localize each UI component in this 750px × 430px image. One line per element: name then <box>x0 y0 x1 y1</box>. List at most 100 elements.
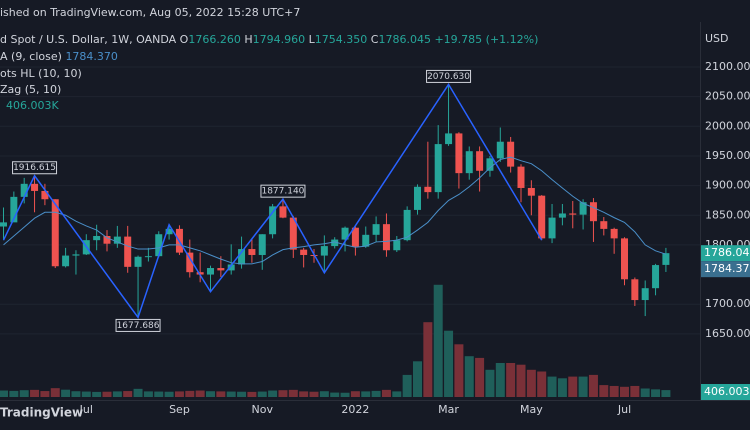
volume-bar <box>123 391 133 397</box>
published: ished on TradingView.com, Aug 05, 2022 1… <box>0 6 300 19</box>
ohlc-value: 1766.260 <box>188 33 241 46</box>
candle-body <box>289 217 297 250</box>
ma-value: 1784.370 <box>65 50 118 63</box>
volume-bar <box>506 363 516 397</box>
candle-body <box>258 234 266 255</box>
change: +19.785 (+1.12%) <box>434 33 538 46</box>
volume-bar <box>71 391 81 397</box>
volume-bar <box>247 391 257 397</box>
candle-body <box>538 195 546 239</box>
candle-body <box>465 151 473 174</box>
volume-bar <box>413 361 422 397</box>
candle-body <box>600 221 608 229</box>
volume-badge <box>701 384 750 400</box>
volume-bar <box>257 391 267 397</box>
volume-bar <box>578 376 588 397</box>
ohlc-value: 1786.045 <box>378 33 431 46</box>
legend-ma: A (9, close) 1784.370 <box>0 50 118 63</box>
candle-body <box>279 206 287 218</box>
candle-body <box>476 151 484 171</box>
ohlc-key: C <box>371 33 379 46</box>
pivot-label: 1916.615 <box>13 163 56 173</box>
volume-bar <box>154 391 164 397</box>
candle-body <box>72 254 80 256</box>
volume-bar <box>423 322 433 397</box>
volume-bar <box>319 391 329 397</box>
legend-volume: 406.003K <box>6 99 59 112</box>
volume-bar <box>495 363 505 397</box>
legend-pivots: ots HL (10, 10) <box>0 67 82 80</box>
volume-bar <box>19 390 29 397</box>
candle-body <box>113 236 121 244</box>
volume-bar <box>557 378 567 397</box>
volume-bar <box>475 357 485 397</box>
y-tick-label: 2100.000 <box>705 60 750 73</box>
y-tick-label: 1950.000 <box>705 149 750 162</box>
candle-body <box>589 202 597 222</box>
volume-bar <box>516 364 526 397</box>
candle-body <box>41 190 49 200</box>
volume-badge-label: 406.003K <box>704 385 750 398</box>
brand: TradingView <box>0 406 83 420</box>
candle-body <box>103 236 111 244</box>
x-tick-label: May <box>520 403 543 416</box>
volume-bar <box>81 391 91 397</box>
candle-body <box>372 224 380 235</box>
candle-body <box>507 141 515 167</box>
volume-bar <box>361 391 371 397</box>
ma-name: A (9, close) <box>0 50 62 63</box>
candle-body <box>62 255 70 267</box>
candle-body <box>124 236 132 267</box>
candle-body <box>217 268 225 271</box>
candle-body <box>341 227 349 240</box>
legend-zigzag: Zag (5, 10) <box>0 83 61 96</box>
x-tick-label: Jul <box>79 403 93 416</box>
volume-bar <box>599 385 609 397</box>
pivot-label: 1677.686 <box>117 321 160 331</box>
price-badge <box>701 245 750 262</box>
volume-bar <box>133 388 143 397</box>
candle-body <box>445 133 453 145</box>
grid <box>0 66 700 335</box>
candle-body <box>362 234 370 247</box>
x-tick-label: Nov <box>252 403 274 416</box>
volume-bar <box>661 390 671 397</box>
candle-body <box>414 186 421 210</box>
price-badge-label: 1784.370 <box>704 262 750 275</box>
candle-body <box>610 228 618 239</box>
volume-bar <box>0 390 8 397</box>
volume-bar <box>568 376 578 397</box>
volume-bar <box>206 391 215 397</box>
candle-body <box>196 272 204 275</box>
volume-bar <box>371 390 381 397</box>
volume-bar <box>50 388 60 397</box>
candle-body <box>434 144 442 193</box>
volume-bar <box>381 389 391 397</box>
candle-body <box>517 166 525 188</box>
volume-bar <box>350 391 360 397</box>
candle-body <box>631 279 639 301</box>
volume-bar <box>620 386 629 397</box>
candle-body <box>621 238 628 280</box>
candle-body <box>134 256 142 267</box>
volume-bar <box>61 389 71 397</box>
volume-bar <box>216 391 226 397</box>
volume-bar <box>588 374 598 397</box>
candle-body <box>207 268 214 275</box>
candle-body <box>496 141 504 159</box>
volume-bar <box>278 390 288 397</box>
volume-bar <box>92 391 102 397</box>
ohlc-key: O <box>180 33 189 46</box>
volume-bar <box>288 389 298 397</box>
candle-body <box>20 183 28 197</box>
legend-symbol: d Spot / U.S. Dollar, 1W, OANDA O1766.26… <box>0 33 538 46</box>
candle-body <box>0 222 7 227</box>
zigzag-line <box>2 83 543 320</box>
axis: 2100.000 2050.000 2000.000 1950.000 1900.000… <box>79 60 750 416</box>
volume-layer <box>0 284 671 397</box>
candle-body <box>382 224 390 251</box>
candle-body <box>320 246 328 256</box>
candle-body <box>558 213 566 218</box>
currency: USD <box>705 32 729 45</box>
